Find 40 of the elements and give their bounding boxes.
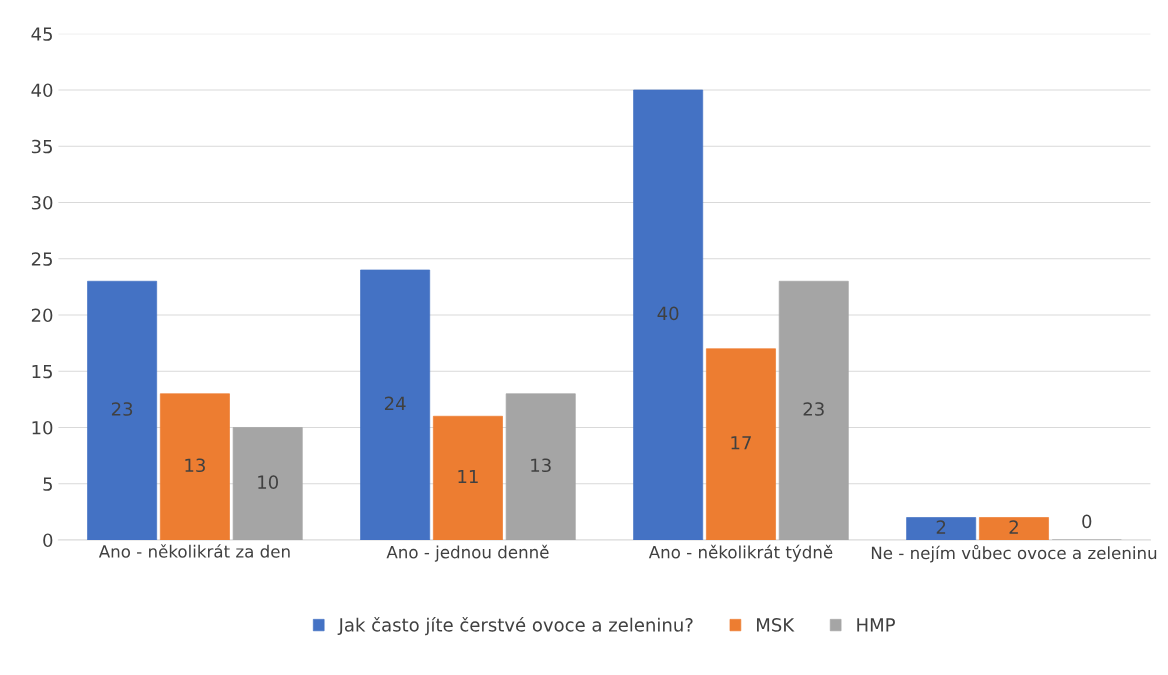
x-tick-label: Ano - několikrát za den — [98, 544, 290, 558]
bar — [87, 280, 158, 540]
y-tick-label: 25 — [31, 252, 52, 266]
bar — [232, 427, 303, 540]
data-label: 23 — [803, 402, 824, 416]
legend-label: MSK — [757, 618, 795, 632]
y-tick-label: 20 — [31, 308, 53, 323]
bar — [906, 517, 977, 540]
y-tick-label: 5 — [43, 477, 52, 491]
data-label: 13 — [531, 458, 551, 473]
bar — [979, 517, 1049, 540]
data-label: 13 — [185, 458, 205, 473]
y-tick-label: 15 — [32, 364, 52, 379]
bar — [505, 393, 576, 540]
y-tick-label: 35 — [31, 139, 52, 154]
data-label: 11 — [458, 469, 478, 484]
data-label: 0 — [1082, 514, 1092, 529]
data-label: 10 — [258, 475, 278, 489]
legend-label: HMP — [857, 618, 895, 632]
data-label: 17 — [731, 436, 751, 450]
bar — [159, 393, 230, 540]
legend-label: Jak často jíte čerstvé ovoce a zeleninu? — [337, 617, 693, 636]
x-tick-label: Ano - několikrát týdně — [648, 544, 833, 562]
data-label: 2 — [1009, 520, 1018, 534]
y-tick-label: 0 — [43, 533, 53, 548]
bar — [633, 89, 704, 540]
x-tick-label: Ne - nejím vůbec ovoce a zeleninu — [871, 544, 1157, 563]
x-tick-label: Ano - jednou denně — [386, 544, 549, 562]
y-tick-label: 30 — [31, 195, 53, 210]
bar — [433, 415, 503, 540]
data-label: 23 — [111, 402, 133, 416]
bar — [778, 280, 849, 540]
data-label: 24 — [384, 396, 406, 410]
bar — [360, 269, 431, 540]
y-tick-label: 40 — [31, 83, 53, 98]
y-tick-label: 10 — [32, 420, 53, 435]
data-label: 40 — [657, 306, 679, 321]
y-tick-label: 45 — [31, 27, 52, 41]
bar — [706, 348, 776, 540]
data-label: 2 — [936, 520, 946, 534]
